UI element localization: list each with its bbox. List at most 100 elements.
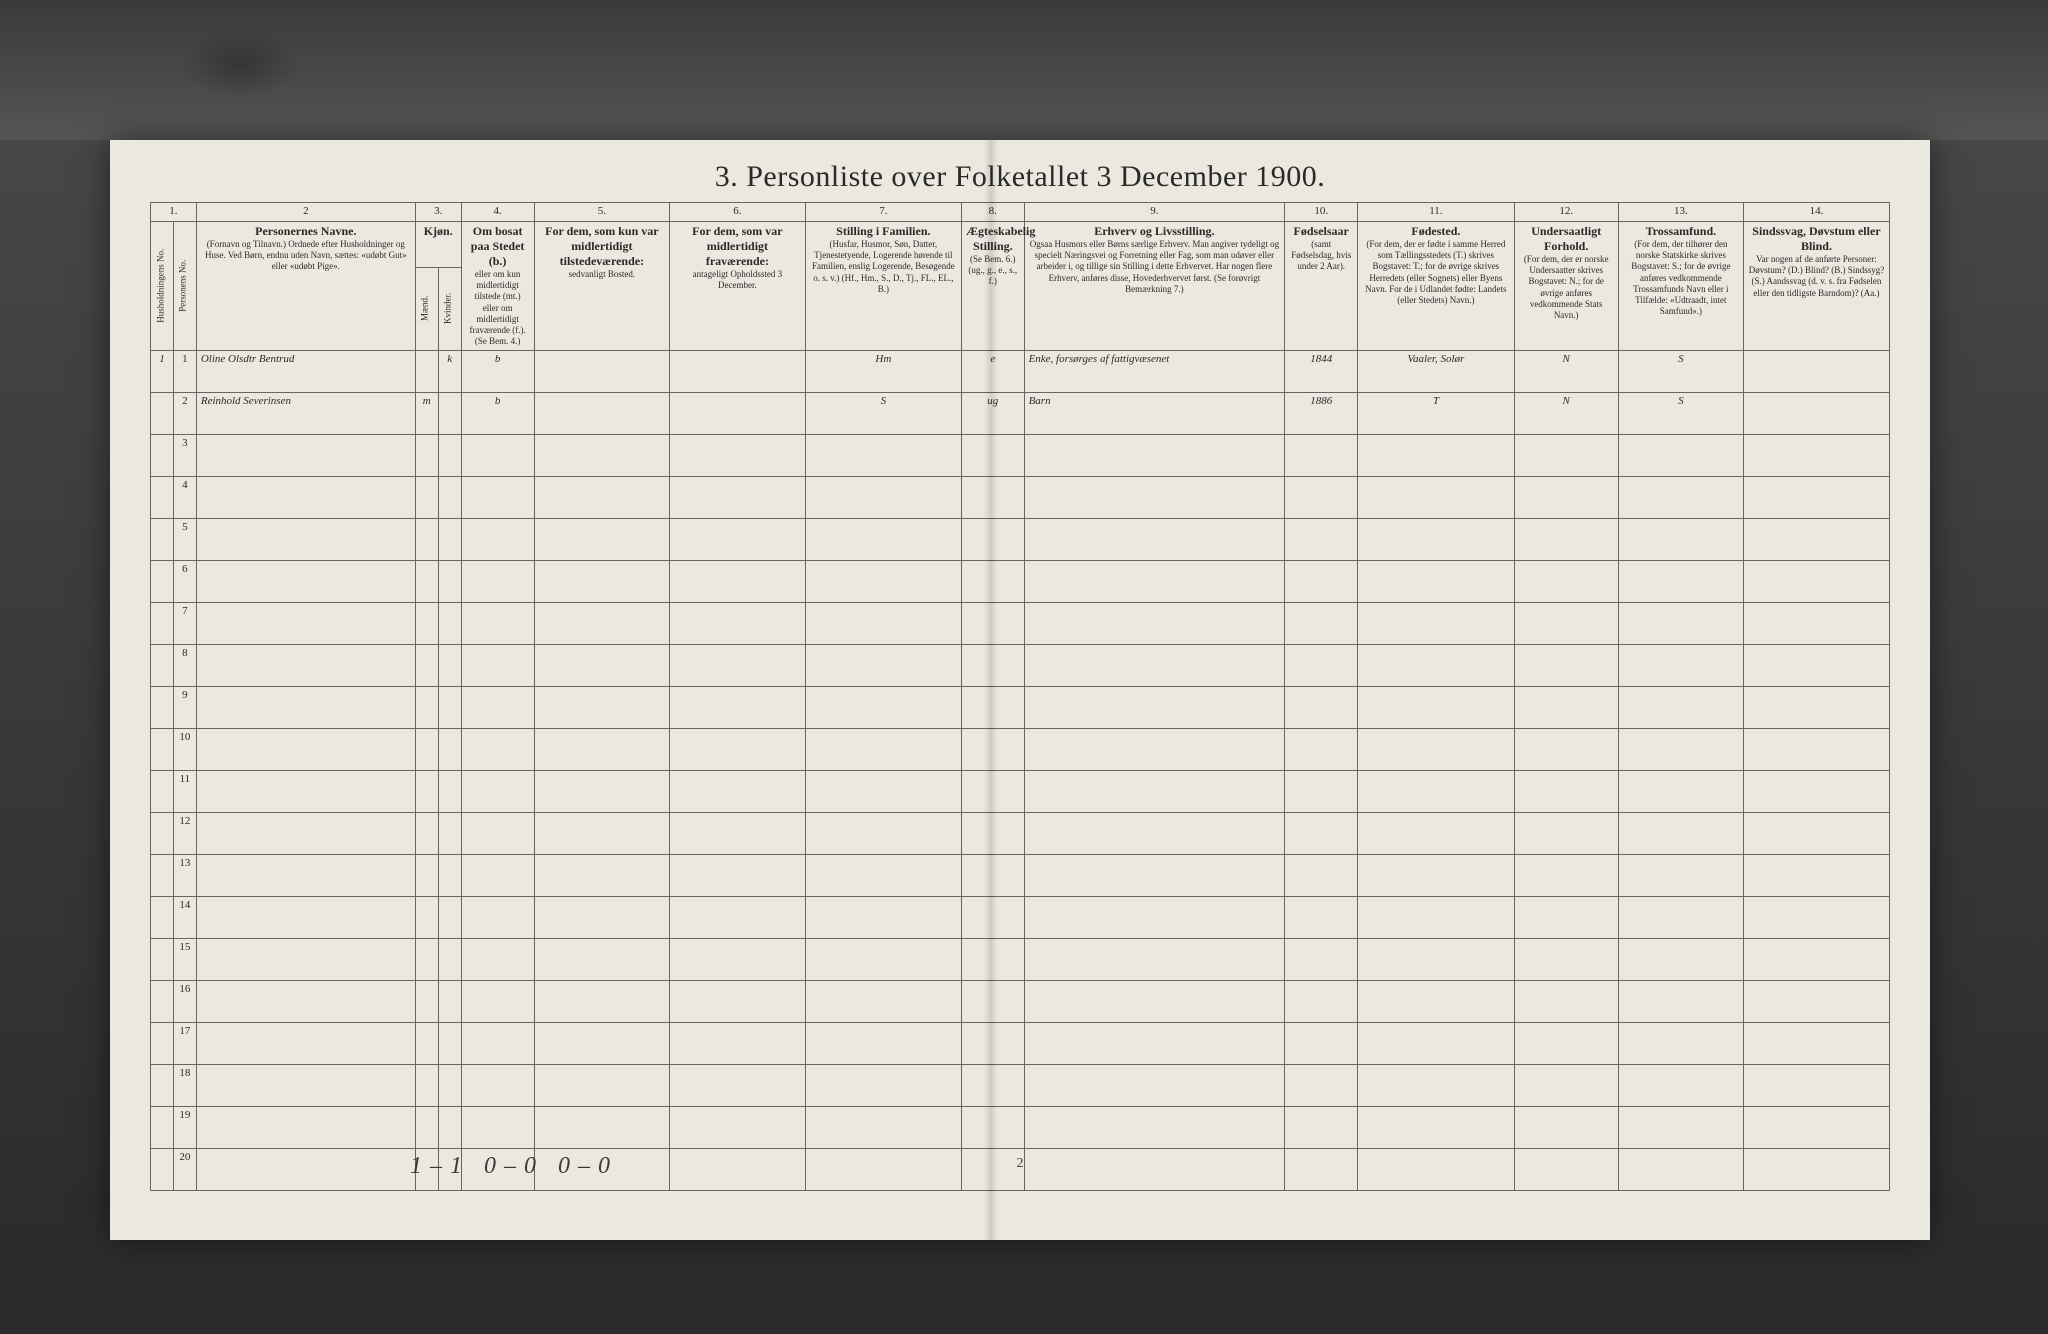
cell-year: 1886 <box>1285 392 1358 434</box>
cell-5 <box>534 350 670 392</box>
cell-sex-k: k <box>438 350 461 392</box>
table-row-empty: 19 <box>151 1106 1890 1148</box>
cell-mar <box>962 980 1025 1022</box>
cell-sex-k <box>438 686 461 728</box>
cell-name <box>196 980 415 1022</box>
cell-year <box>1285 728 1358 770</box>
cell-sex-k <box>438 560 461 602</box>
cell-6 <box>670 644 806 686</box>
cell-5 <box>534 770 670 812</box>
cell-5 <box>534 602 670 644</box>
cell-6 <box>670 602 806 644</box>
col-head-sex-k: Kvinder. <box>438 267 461 350</box>
cell-mar <box>962 1022 1025 1064</box>
col-head-9: Erhverv og Livsstilling. Ogsaa Husmors e… <box>1024 221 1285 350</box>
cell-dis <box>1743 392 1889 434</box>
cell-hnum <box>151 938 174 980</box>
col-head-name: Personernes Navne. (Fornavn og Tilnavn.)… <box>196 221 415 350</box>
cell-pnum: 6 <box>173 560 196 602</box>
col-num-7: 7. <box>805 203 961 222</box>
cell-rel <box>1618 1148 1743 1190</box>
cell-6 <box>670 434 806 476</box>
col-num-11: 11. <box>1358 203 1514 222</box>
cell-res <box>461 728 534 770</box>
cell-5 <box>534 1106 670 1148</box>
cell-mar: e <box>962 350 1025 392</box>
cell-dis <box>1743 728 1889 770</box>
col-head-12: Undersaatligt Forhold. (For dem, der er … <box>1514 221 1618 350</box>
table-row-empty: 13 <box>151 854 1890 896</box>
cell-year <box>1285 602 1358 644</box>
col-head-residence: Om bosat paa Stedet (b.) eller om kun mi… <box>461 221 534 350</box>
cell-res <box>461 980 534 1022</box>
cell-year <box>1285 686 1358 728</box>
cell-fam <box>805 980 961 1022</box>
cell-sex-m <box>415 938 438 980</box>
cell-pnum: 14 <box>173 896 196 938</box>
cell-5 <box>534 518 670 560</box>
cell-birthplace <box>1358 476 1514 518</box>
cell-year <box>1285 938 1358 980</box>
cell-5 <box>534 938 670 980</box>
cell-dis <box>1743 602 1889 644</box>
cell-dis <box>1743 350 1889 392</box>
cell-name <box>196 728 415 770</box>
cell-name <box>196 434 415 476</box>
col-num-9: 9. <box>1024 203 1285 222</box>
col-num-4: 4. <box>461 203 534 222</box>
cell-name <box>196 602 415 644</box>
cell-fam: S <box>805 392 961 434</box>
cell-sex-m <box>415 980 438 1022</box>
cell-fam <box>805 812 961 854</box>
cell-sex-m <box>415 518 438 560</box>
cell-occ <box>1024 602 1285 644</box>
cell-name: Reinhold Severinsen <box>196 392 415 434</box>
cell-fam <box>805 896 961 938</box>
cell-occ <box>1024 896 1285 938</box>
cell-name <box>196 770 415 812</box>
cell-birthplace <box>1358 854 1514 896</box>
cell-6 <box>670 896 806 938</box>
page-title: 3. Personliste over Folketallet 3 Decemb… <box>150 160 1890 194</box>
cell-hnum <box>151 980 174 1022</box>
cell-pnum: 3 <box>173 434 196 476</box>
cell-mar <box>962 602 1025 644</box>
cell-name <box>196 854 415 896</box>
cell-sex-k <box>438 1022 461 1064</box>
cell-res <box>461 560 534 602</box>
cell-hnum <box>151 854 174 896</box>
cell-sex-m <box>415 896 438 938</box>
cell-fam <box>805 728 961 770</box>
cell-occ <box>1024 560 1285 602</box>
cell-res <box>461 938 534 980</box>
col-head-11: Fødested. (For dem, der er fødte i samme… <box>1358 221 1514 350</box>
cell-birthplace <box>1358 1106 1514 1148</box>
cell-dis <box>1743 644 1889 686</box>
cell-birthplace <box>1358 518 1514 560</box>
cell-rel <box>1618 1106 1743 1148</box>
table-row-empty: 3 <box>151 434 1890 476</box>
cell-rel <box>1618 728 1743 770</box>
cell-sex-k <box>438 602 461 644</box>
cell-res <box>461 518 534 560</box>
cell-nat <box>1514 728 1618 770</box>
cell-pnum: 12 <box>173 812 196 854</box>
cell-sex-k <box>438 812 461 854</box>
cell-year <box>1285 896 1358 938</box>
cell-nat <box>1514 644 1618 686</box>
cell-sex-m <box>415 812 438 854</box>
cell-res <box>461 1022 534 1064</box>
cell-sex-k <box>438 1106 461 1148</box>
cell-birthplace <box>1358 686 1514 728</box>
cell-name <box>196 644 415 686</box>
cell-sex-k <box>438 518 461 560</box>
table-row-empty: 5 <box>151 518 1890 560</box>
cell-rel <box>1618 602 1743 644</box>
col-head-sex: Kjøn. <box>415 221 461 267</box>
cell-6 <box>670 1106 806 1148</box>
cell-mar <box>962 1064 1025 1106</box>
cell-occ <box>1024 1064 1285 1106</box>
cell-year <box>1285 518 1358 560</box>
cell-res <box>461 1106 534 1148</box>
col-num-6: 6. <box>670 203 806 222</box>
